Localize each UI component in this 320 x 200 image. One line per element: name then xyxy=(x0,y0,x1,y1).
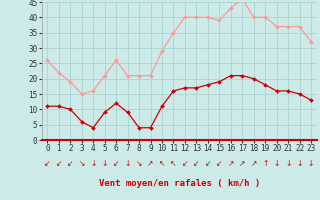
Text: ↗: ↗ xyxy=(147,159,154,168)
Text: ↓: ↓ xyxy=(90,159,96,168)
Text: ↗: ↗ xyxy=(239,159,245,168)
Text: ↙: ↙ xyxy=(44,159,51,168)
Text: ↘: ↘ xyxy=(78,159,85,168)
Text: ↘: ↘ xyxy=(136,159,142,168)
Text: ↙: ↙ xyxy=(205,159,211,168)
Text: Vent moyen/en rafales ( km/h ): Vent moyen/en rafales ( km/h ) xyxy=(99,179,260,188)
Text: ↓: ↓ xyxy=(124,159,131,168)
Text: ↓: ↓ xyxy=(296,159,303,168)
Text: ↗: ↗ xyxy=(251,159,257,168)
Text: ↓: ↓ xyxy=(101,159,108,168)
Text: ↙: ↙ xyxy=(182,159,188,168)
Text: ↓: ↓ xyxy=(285,159,291,168)
Text: ↗: ↗ xyxy=(228,159,234,168)
Text: ↙: ↙ xyxy=(216,159,222,168)
Text: ↙: ↙ xyxy=(56,159,62,168)
Text: ↖: ↖ xyxy=(159,159,165,168)
Text: ↙: ↙ xyxy=(67,159,74,168)
Text: ↓: ↓ xyxy=(274,159,280,168)
Text: ↙: ↙ xyxy=(113,159,119,168)
Text: ↑: ↑ xyxy=(262,159,268,168)
Text: ↖: ↖ xyxy=(170,159,177,168)
Text: ↙: ↙ xyxy=(193,159,200,168)
Text: ↓: ↓ xyxy=(308,159,314,168)
